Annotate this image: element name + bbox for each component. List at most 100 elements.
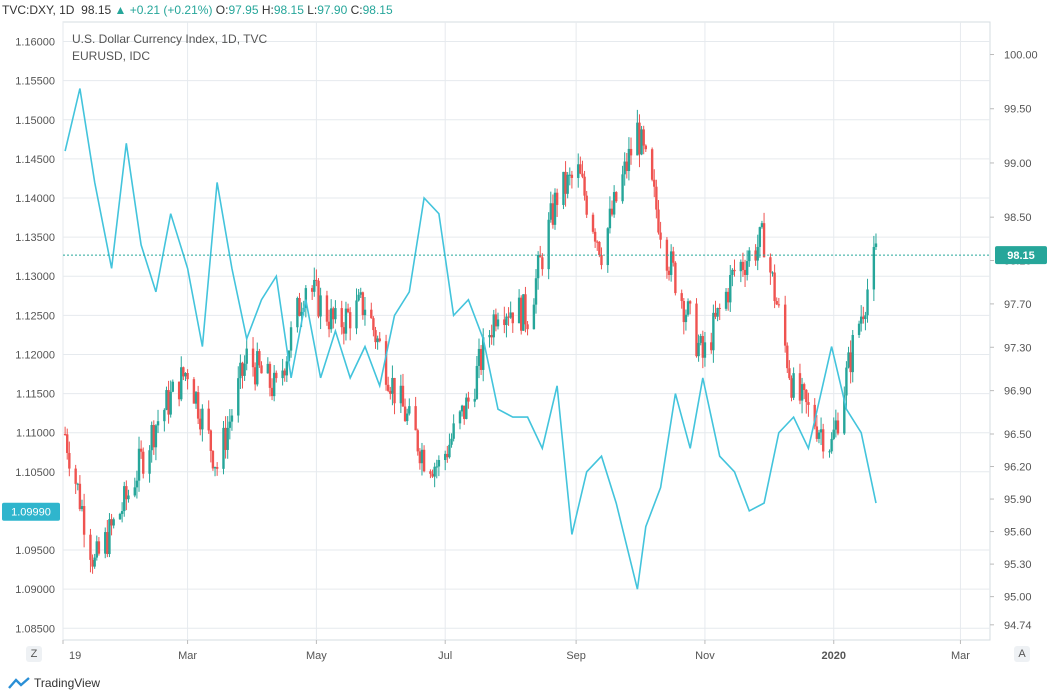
dxy-candle-body [389,390,392,394]
right-tick-label: 97.30 [1004,342,1032,354]
dxy-candle-body [741,261,745,270]
dxy-candle-body [378,338,381,342]
dxy-candle-body [372,318,375,331]
dxy-candle-body [864,315,867,320]
dxy-candle-body [110,519,113,526]
dxy-candle-body [245,348,248,364]
dxy-candle-body [813,404,816,427]
dxy-candle-body [258,351,261,366]
dxy-candle-body [703,342,707,358]
dxy-candle-body [230,415,234,422]
dxy-candle-body [608,208,612,229]
dxy-candle-body [163,409,166,422]
dxy-candle-body [773,272,776,302]
dxy-candle-body [568,174,571,176]
left-tick-label: 1.13500 [15,232,55,244]
dxy-candle-body [154,425,158,448]
dxy-candle-body [209,430,213,451]
high-value: 98.15 [273,3,304,17]
dxy-candle-body [748,250,751,262]
dxy-candle-body [672,251,675,263]
dxy-candle-body [296,298,299,328]
dxy-candle-body [287,350,291,362]
dxy-candle-body [479,348,483,370]
dxy-candle-body [327,321,331,330]
dxy-candle-body [348,312,352,329]
overlay-series-legend: EURUSD, IDC [72,49,151,63]
dxy-candle-body [108,519,111,555]
dxy-candle-body [310,288,314,292]
dxy-candle-body [859,316,863,324]
open-value: 97.95 [228,3,259,17]
dxy-candle-body [171,381,175,392]
auto-scale-left-button[interactable]: Z [26,646,42,662]
dxy-candle-body [408,406,411,414]
dxy-candle-body [125,486,128,500]
dxy-candle-body [615,192,618,202]
dxy-candle-body [256,351,259,385]
dxy-candle-body [555,192,559,205]
dxy-candle-body [399,385,403,404]
dxy-candle-body [241,362,244,376]
dxy-candle-body [775,301,778,305]
dxy-candle-body [112,519,115,526]
left-tick-label: 1.11500 [16,389,55,401]
dxy-candle-body [653,179,656,187]
dxy-candle-body [429,471,432,474]
dxy-candle-body [682,300,686,323]
dxy-candle-body [148,450,151,474]
tradingview-logo-icon [8,677,30,689]
dxy-candle-body [435,466,438,468]
dxy-candle-body [253,367,257,385]
dxy-candle-body [237,378,240,416]
dxy-candle-body [68,453,71,469]
low-label: L: [307,3,318,17]
dxy-candle-body [465,397,468,419]
dxy-candle-body [612,192,616,215]
dxy-candle-body [845,367,848,396]
dxy-candle-body [401,385,405,407]
brand-name: TradingView [34,676,101,690]
auto-scale-right-button[interactable]: A [1014,646,1030,662]
dxy-candle-body [82,506,86,535]
dxy-candle-body [800,384,804,401]
dxy-candle-body [192,379,196,404]
dxy-candle-body [215,466,219,469]
dxy-candle-body [551,203,555,225]
left-tick-label: 1.12000 [15,349,55,361]
dxy-candle-body [726,291,730,303]
dxy-candle-body [422,449,426,472]
dxy-candle-body [78,483,82,510]
dxy-candle-body [446,453,449,458]
dxy-candle-body [93,557,96,567]
dxy-candle-body [315,279,318,281]
dxy-candle-body [142,451,145,474]
dxy-candle-body [655,186,658,210]
dxy-candle-body [585,195,588,215]
right-tick-label: 100.00 [1004,50,1038,62]
last-price: 98.15 [81,3,112,17]
dxy-candle-body [313,279,316,292]
dxy-candle-body [729,275,732,303]
dxy-candle-body [526,324,529,330]
dxy-candle-body [165,390,168,410]
x-tick-label: Sep [566,650,586,662]
dxy-candle-body [416,430,419,452]
left-tick-label: 1.09000 [15,584,55,596]
dxy-candle-body [541,257,544,270]
open-label: O: [215,3,229,17]
dxy-candle-body [150,424,153,451]
right-tick-label: 97.70 [1004,299,1032,311]
dxy-candle-body [281,370,284,379]
dxy-candle-body [511,312,514,324]
right-tick-label: 95.00 [1004,592,1032,604]
dxy-candle-body [507,316,510,318]
dxy-candle-body [627,148,631,172]
dxy-candle-body [201,408,204,430]
dxy-candle-body [298,298,301,316]
dxy-candle-body [843,395,846,434]
dxy-candle-body [370,309,373,319]
dxy-candle-body [874,243,878,247]
dxy-candle-body [463,405,466,419]
